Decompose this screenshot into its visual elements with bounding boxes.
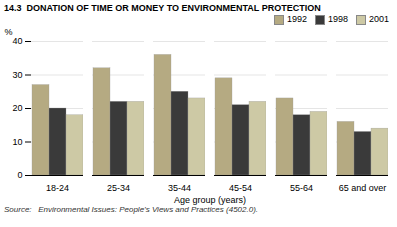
html-text:Source: Environmental Issues:: Source: Environmental Issues: People’s V… — [4, 205, 259, 214]
svg-text:10: 10 — [12, 137, 22, 147]
svg-text:55-64: 55-64 — [290, 183, 313, 193]
svg-text:65 and over: 65 and over — [339, 183, 387, 193]
html-text:1992: 1992 — [286, 14, 307, 24]
html-text:14.3 DONATION OF TIME OR MONEY: 14.3 DONATION OF TIME OR MONEY TO ENVIRO… — [4, 3, 321, 13]
svg-text:18-24: 18-24 — [46, 183, 69, 193]
html-text:1998: 1998 — [327, 14, 348, 24]
svg-text:%: % — [5, 27, 13, 37]
svg-text:Age group (years): Age group (years) — [174, 195, 246, 205]
svg-text:45-54: 45-54 — [229, 183, 252, 193]
svg-text:25-34: 25-34 — [107, 183, 130, 193]
html-text:2001: 2001 — [369, 14, 389, 24]
svg-text:30: 30 — [12, 70, 22, 80]
svg-text:35-44: 35-44 — [168, 183, 191, 193]
svg-text:20: 20 — [12, 103, 22, 113]
svg-text:0: 0 — [17, 170, 22, 180]
svg-text:40: 40 — [12, 36, 22, 46]
